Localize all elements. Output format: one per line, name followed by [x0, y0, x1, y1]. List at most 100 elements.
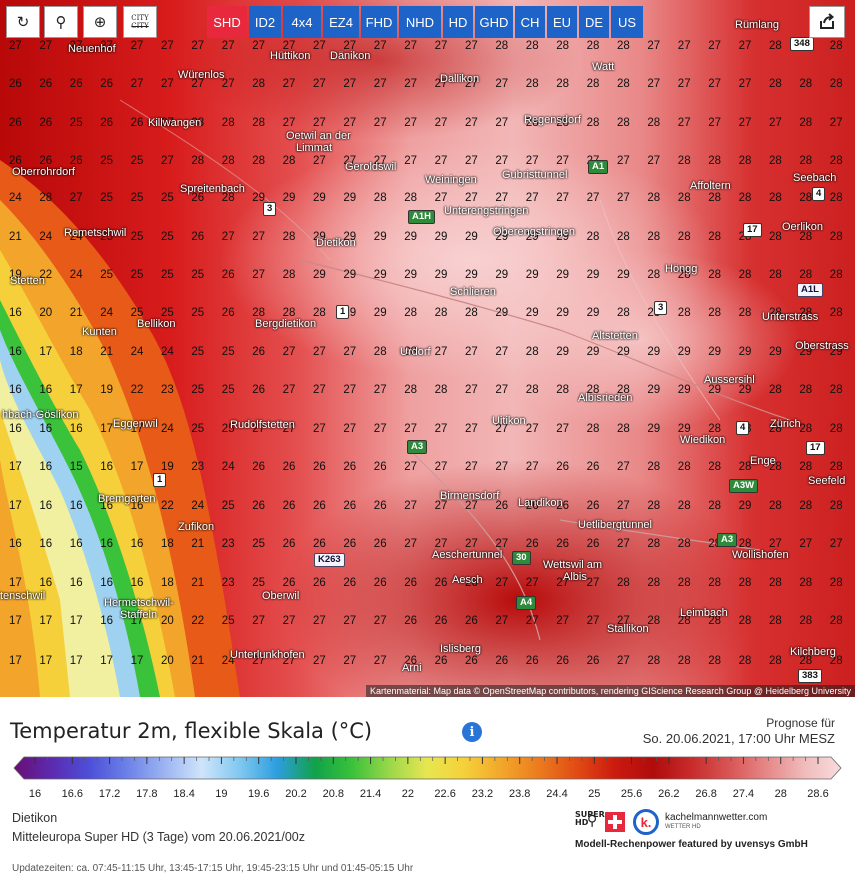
temperature-value: 27	[465, 461, 478, 473]
temperature-value: 27	[130, 78, 144, 90]
temperature-value: 27	[617, 615, 630, 627]
temperature-value: 26	[39, 117, 53, 129]
city-toggle-button[interactable]: CITY CITY	[123, 6, 157, 38]
temperature-value: 24	[161, 346, 174, 358]
temperature-value: 29	[252, 192, 265, 204]
road-shield: 1	[153, 473, 167, 487]
temperature-value: 28	[617, 307, 630, 319]
temperature-value: 28	[191, 155, 205, 167]
temperature-value: 27	[100, 40, 113, 52]
temperature-value: 25	[221, 346, 235, 358]
model-button-ghd[interactable]: GHD	[475, 6, 513, 38]
place-label: Urdorf	[400, 346, 431, 358]
temperature-value: 25	[161, 231, 174, 243]
info-icon[interactable]: i	[462, 722, 482, 742]
temperature-value: 27	[617, 538, 630, 550]
refresh-icon: ↻	[16, 13, 30, 31]
temperature-value: 17	[9, 461, 22, 473]
place-label: Kilchberg	[790, 646, 836, 658]
temperature-value: 20	[161, 655, 174, 667]
model-button-de[interactable]: DE	[579, 6, 609, 38]
temperature-value: 26	[343, 577, 357, 589]
place-label: Oetwil an der	[286, 130, 351, 142]
temperature-value: 28	[829, 269, 843, 281]
model-button-shd[interactable]: SHD	[207, 6, 247, 38]
model-button-hd[interactable]: HD	[443, 6, 473, 38]
temperature-value: 28	[677, 155, 691, 167]
temperature-value: 28	[617, 117, 630, 129]
model-button-ez4[interactable]: EZ4	[323, 6, 359, 38]
place-label: hbach-Göslikon	[2, 409, 79, 421]
temperature-value: 26	[525, 538, 539, 550]
place-label: Zufikon	[178, 521, 215, 533]
place-label: Affoltern	[690, 180, 731, 192]
temperature-value: 27	[769, 538, 782, 550]
temperature-value: 27	[221, 40, 235, 52]
temperature-value: 21	[69, 307, 83, 319]
swiss-cross-icon	[605, 812, 625, 832]
temperature-value: 25	[100, 155, 113, 167]
temperature-value: 27	[769, 117, 782, 129]
place-label: Remetschwil	[64, 227, 127, 239]
model-button-4x4[interactable]: 4x4	[283, 6, 321, 38]
temperature-value: 28	[677, 538, 691, 550]
temperature-value: 29	[404, 231, 417, 243]
place-label: Albisrieden	[578, 392, 633, 404]
place-label: Zürich	[770, 418, 801, 430]
temperature-value: 22	[39, 269, 53, 281]
temperature-value: 27	[282, 384, 296, 396]
temperature-value: 23	[191, 461, 205, 473]
temperature-value: 28	[738, 269, 752, 281]
temperature-value: 26	[252, 384, 265, 396]
place-label: Kunten	[82, 326, 117, 338]
model-button-us[interactable]: US	[611, 6, 643, 38]
road-shield: 30	[512, 551, 531, 565]
location-button[interactable]: ⚲	[44, 6, 78, 38]
temperature-value: 16	[39, 538, 53, 550]
temperature-value: 27	[221, 231, 235, 243]
temperature-value: 27	[343, 155, 357, 167]
temperature-value: 28	[829, 40, 843, 52]
temperature-value: 24	[221, 461, 235, 473]
temperature-value: 27	[738, 117, 752, 129]
temperature-value: 25	[130, 307, 144, 319]
temperature-value: 27	[525, 577, 539, 589]
temperature-value: 24	[39, 231, 53, 243]
temperature-value: 28	[738, 655, 752, 667]
weather-map[interactable]: 27 27 27 27 27 27 27 27 27 27 27 27 27 27 27 27 28 28 28 28…	[0, 0, 855, 697]
temperature-value: 16	[39, 384, 53, 396]
brand-block[interactable]: SUPER HD ⚲ k. kachelmannwetter.com WETTE…	[575, 809, 845, 851]
model-button-eu[interactable]: EU	[547, 6, 577, 38]
temperature-value: 27	[738, 40, 752, 52]
temperature-value: 26	[69, 155, 83, 167]
super-hd-logo: SUPER HD	[575, 810, 605, 827]
place-label: Oberstrass	[795, 340, 849, 352]
temperature-value: 28	[525, 78, 539, 90]
model-button-id2[interactable]: ID2	[249, 6, 281, 38]
temperature-value: 27	[252, 231, 265, 243]
temperature-value: 26	[586, 538, 600, 550]
temperature-value: 27	[282, 40, 296, 52]
temperature-value: 28	[282, 155, 296, 167]
temperature-value: 29	[434, 231, 448, 243]
temperature-value: 27	[373, 155, 387, 167]
temperature-value: 27	[9, 40, 22, 52]
temperature-value: 28	[738, 155, 752, 167]
temperature-value: 27	[434, 117, 448, 129]
zoom-button[interactable]: ⊕	[83, 6, 117, 38]
map-attribution[interactable]: Kartenmaterial: Map data © OpenStreetMap…	[366, 685, 855, 697]
temperature-value: 28	[647, 538, 661, 550]
refresh-button[interactable]: ↻	[6, 6, 40, 38]
temperature-value: 27	[404, 538, 417, 550]
temperature-value: 28	[404, 384, 417, 396]
model-button-ch[interactable]: CH	[515, 6, 545, 38]
temperature-field	[0, 0, 800, 697]
temperature-value: 29	[677, 346, 691, 358]
model-button-fhd[interactable]: FHD	[361, 6, 397, 38]
temperature-value: 27	[343, 615, 357, 627]
scale-tick-label: 28.6	[807, 788, 829, 800]
model-button-nhd[interactable]: NHD	[399, 6, 441, 38]
temperature-value: 27	[586, 577, 600, 589]
temperature-value: 25	[69, 117, 83, 129]
share-button[interactable]	[809, 6, 845, 38]
